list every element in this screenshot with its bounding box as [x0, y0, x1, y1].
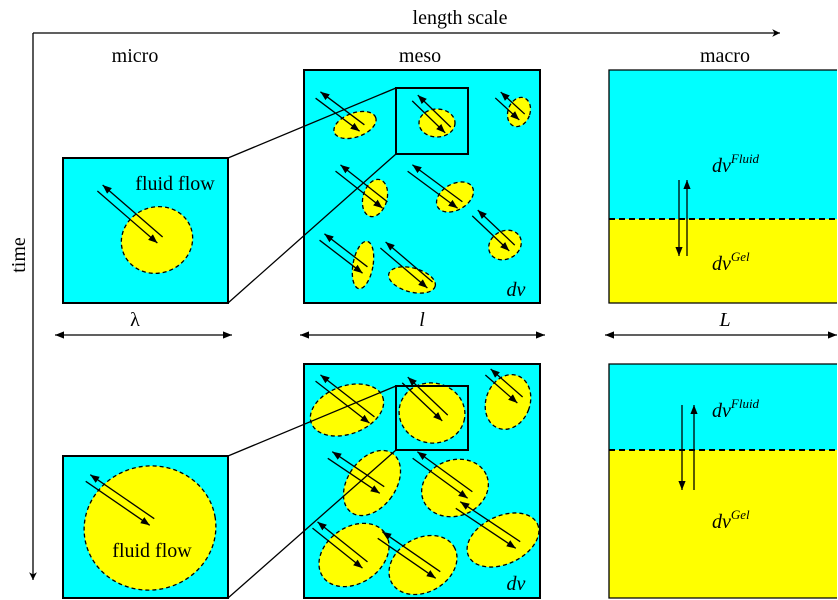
- meso-box: [304, 70, 540, 303]
- diagram: length scale time micro meso macro λ l L…: [0, 0, 838, 600]
- column-label: meso: [399, 45, 441, 67]
- scale-label: λ: [130, 309, 140, 331]
- micro-label: fluid flow: [135, 173, 215, 195]
- scale-label: l: [419, 309, 425, 331]
- column-label: micro: [112, 45, 159, 67]
- fluid-region: [609, 70, 837, 219]
- scale-label: L: [718, 309, 730, 331]
- meso-label: dv: [507, 279, 526, 301]
- length-label: length scale: [413, 7, 508, 29]
- micro-label: fluid flow: [112, 540, 192, 562]
- time-label: time: [8, 237, 30, 273]
- column-label: macro: [700, 45, 750, 67]
- meso-label: dv: [507, 573, 526, 595]
